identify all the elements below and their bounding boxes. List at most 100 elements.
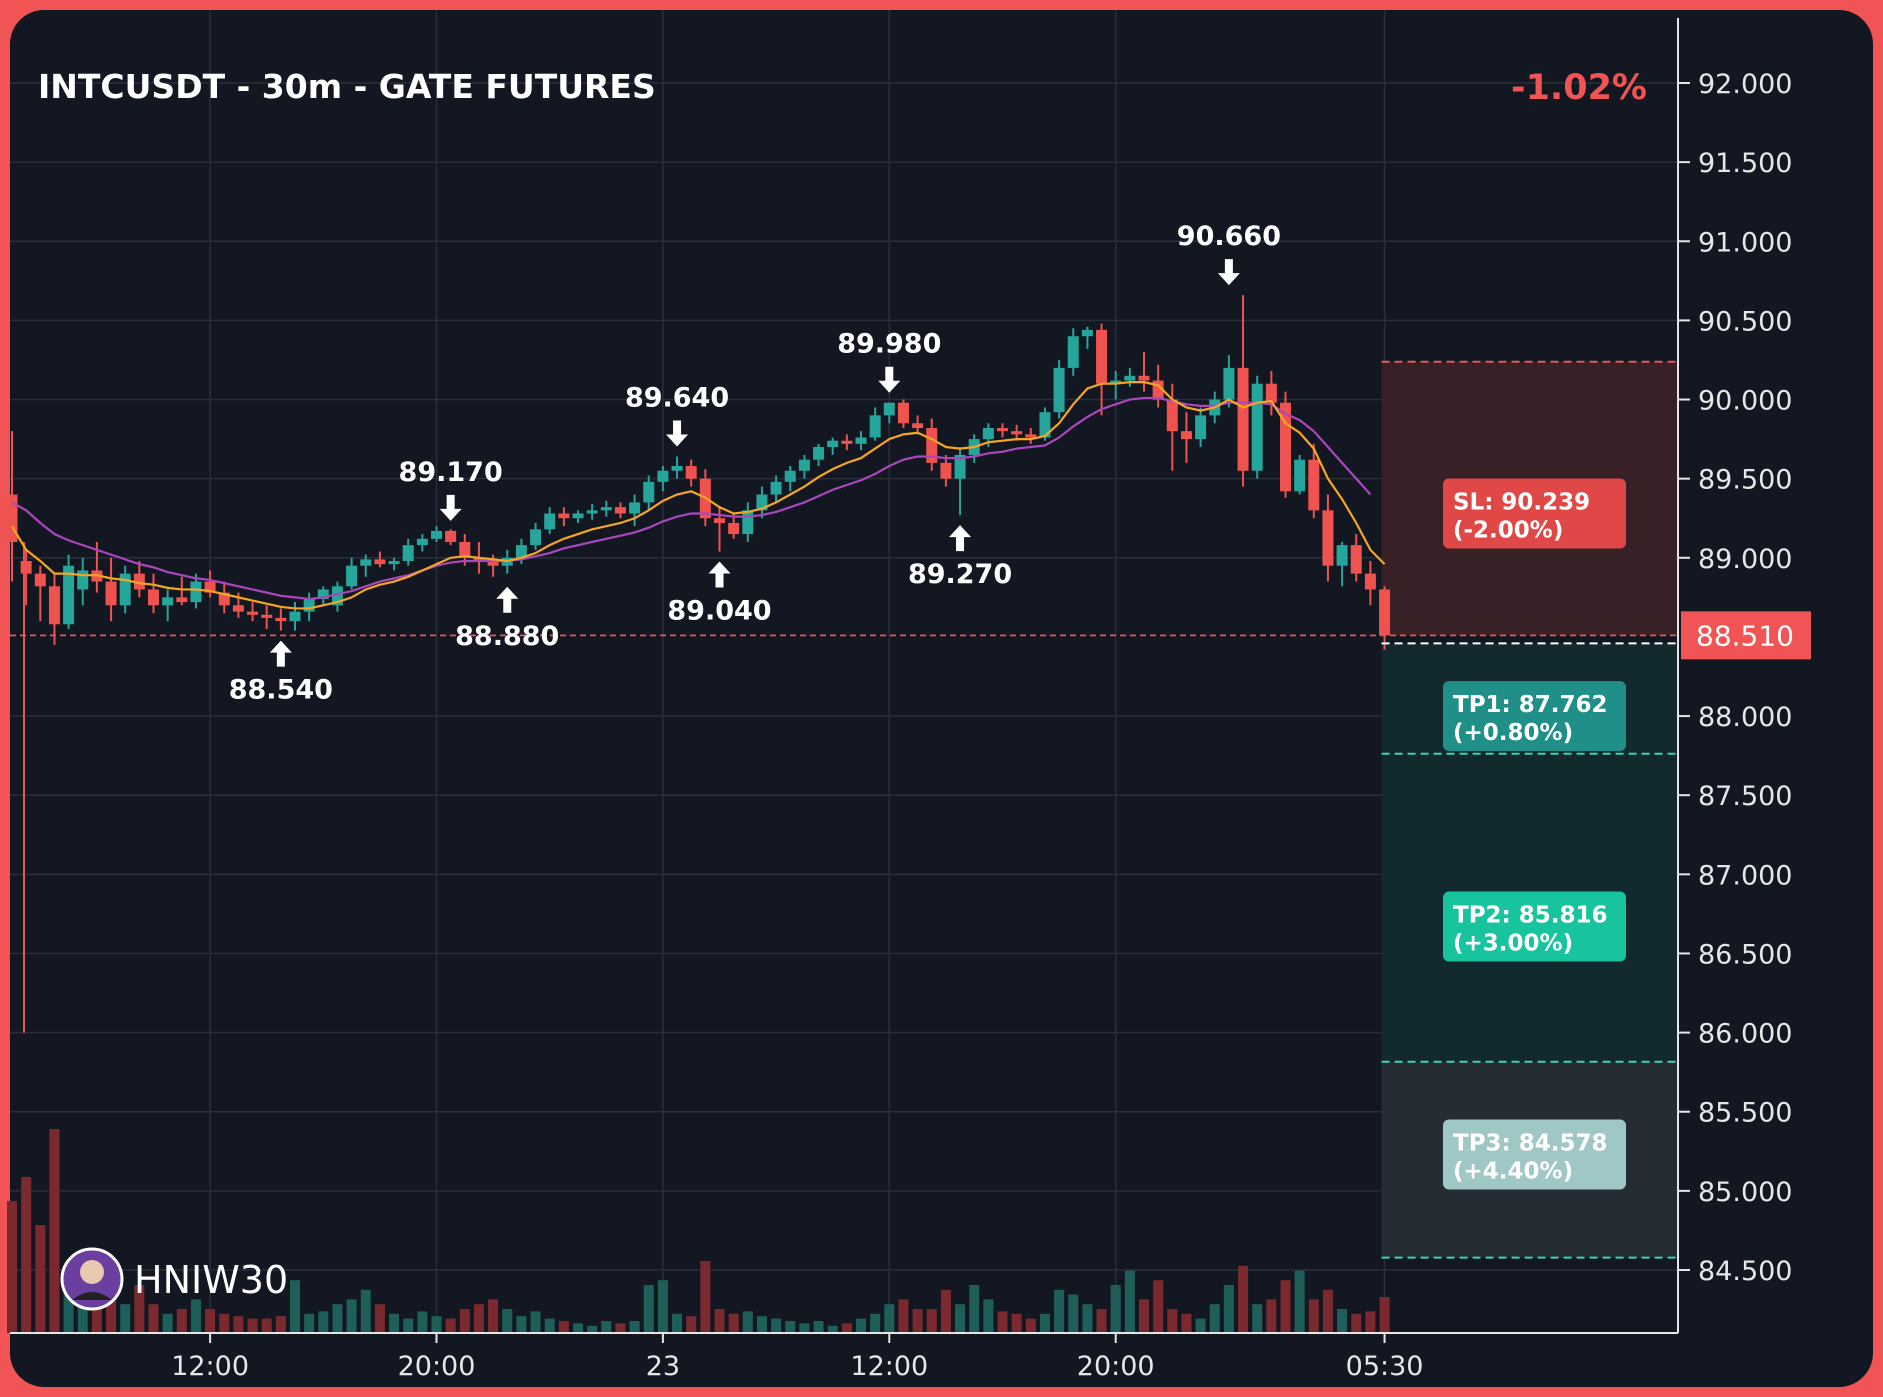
candle-body — [1364, 573, 1376, 590]
volume-bar — [573, 1323, 583, 1333]
candle-body — [1180, 431, 1192, 440]
volume-bar — [969, 1285, 980, 1333]
volume-bar — [657, 1280, 668, 1333]
volume-bar — [360, 1289, 371, 1333]
volume-bar — [1223, 1285, 1234, 1333]
volume-bar — [459, 1309, 470, 1333]
candle-body — [558, 513, 570, 519]
volume-bar — [1238, 1265, 1249, 1333]
y-tick-label: 92.000 — [1698, 69, 1792, 100]
volume-bar — [728, 1313, 739, 1333]
volume-bar — [1294, 1270, 1305, 1333]
volume-bar — [884, 1304, 895, 1333]
volume-bar — [1379, 1297, 1390, 1333]
volume-bar — [77, 1297, 88, 1333]
candle-body — [303, 598, 315, 612]
candle-body — [1265, 383, 1277, 403]
volume-bar — [431, 1316, 442, 1333]
volume-bar — [1167, 1309, 1178, 1333]
level-label-sl — [1443, 478, 1626, 549]
candle-body — [431, 530, 442, 539]
candle-body — [148, 589, 159, 606]
volume-bar — [35, 1225, 46, 1333]
x-tick-label: 20:00 — [398, 1351, 476, 1382]
volume-bar — [799, 1323, 810, 1333]
last-price-badge — [1681, 611, 1811, 660]
level-label-tp3 — [1443, 1119, 1626, 1190]
volume-bar — [374, 1304, 385, 1333]
volume-bar — [1124, 1270, 1135, 1333]
candle-body — [572, 513, 584, 519]
volume-bar — [558, 1321, 569, 1333]
volume-bar — [714, 1309, 725, 1333]
arrow-up-icon — [269, 640, 292, 667]
volume-bar — [912, 1309, 923, 1333]
y-tick-label: 85.500 — [1698, 1098, 1792, 1129]
candle-body — [1294, 459, 1306, 492]
candle-body — [388, 560, 400, 565]
volume-bar — [63, 1285, 74, 1333]
candle-body — [714, 518, 725, 523]
candle-body — [1110, 380, 1122, 384]
candle-body — [105, 581, 117, 606]
candle-body — [1336, 545, 1348, 566]
y-tick-label: 86.000 — [1698, 1019, 1792, 1050]
y-tick-label: 88.000 — [1698, 702, 1792, 733]
volume-bar — [261, 1318, 272, 1333]
volume-bar — [1153, 1280, 1164, 1333]
annotation-label: 89.040 — [667, 595, 771, 626]
volume-bar — [1025, 1318, 1036, 1333]
candle-body — [1195, 415, 1207, 440]
volume-bar — [785, 1321, 796, 1333]
volume-bar — [332, 1304, 343, 1333]
volume-bar — [205, 1309, 216, 1333]
candle-body — [1025, 434, 1037, 438]
candle-body — [360, 559, 372, 566]
level-pct-sl: (-2.00%) — [1453, 517, 1563, 543]
arrow-up-icon — [496, 586, 519, 613]
ema-fast-line — [11, 381, 1386, 610]
volume-bar — [106, 1289, 117, 1333]
avatar-face — [80, 1260, 104, 1284]
candle-body — [289, 611, 301, 622]
y-tick-label: 85.000 — [1698, 1177, 1792, 1208]
level-price-tp3: TP3: 84.578 — [1453, 1130, 1608, 1156]
candle-body — [841, 440, 853, 444]
annotation-label: 90.660 — [1177, 221, 1281, 252]
volume-bar — [516, 1316, 527, 1333]
volume-bar — [629, 1321, 640, 1333]
volume-bar — [771, 1318, 782, 1333]
volume-bar — [176, 1309, 187, 1333]
watermark: HNIW30 — [60, 1247, 288, 1311]
candle-body — [530, 529, 542, 546]
volume-bar — [1322, 1289, 1333, 1333]
candle-body — [1280, 402, 1291, 492]
volume-bar — [290, 1280, 300, 1333]
volume-bar — [615, 1323, 626, 1333]
candle-body — [586, 510, 598, 514]
candle-body — [728, 522, 740, 535]
level-pct-tp3: (+4.40%) — [1453, 1158, 1573, 1184]
chart-title: INTCUSDT - 30m - GATE FUTURES — [38, 67, 656, 106]
volume-bar — [1011, 1313, 1022, 1333]
volume-bar — [233, 1316, 244, 1333]
candle-body — [416, 538, 428, 546]
annotation-label: 88.880 — [455, 621, 559, 652]
annotation-label: 89.170 — [399, 457, 503, 488]
candle-body — [1039, 412, 1051, 438]
candle-body — [770, 481, 782, 495]
volume-bar — [1039, 1313, 1050, 1333]
volume-bar — [134, 1285, 145, 1333]
candle-body — [176, 597, 188, 603]
volume-bar — [601, 1321, 612, 1333]
candle-body — [926, 428, 938, 463]
candle-body — [63, 565, 75, 625]
candle-body — [614, 507, 626, 514]
level-label-tp2 — [1443, 891, 1626, 962]
volume-bar — [1209, 1304, 1220, 1333]
volume-bar — [1266, 1299, 1277, 1333]
candle-body — [20, 560, 32, 574]
volume-bar — [1308, 1299, 1319, 1333]
level-price-tp1: TP1: 87.762 — [1453, 692, 1608, 718]
